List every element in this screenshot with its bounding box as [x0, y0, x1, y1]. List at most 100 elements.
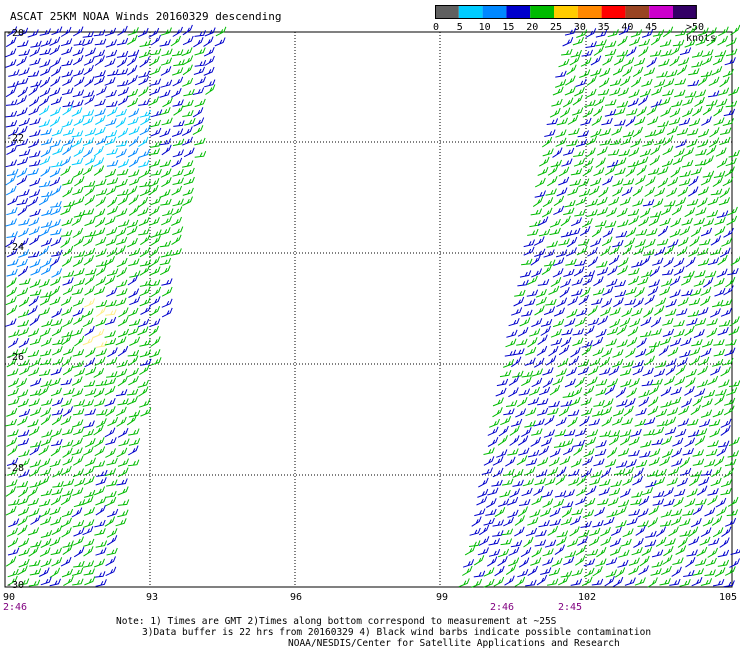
wind-barb [717, 87, 730, 96]
wind-barb [83, 538, 95, 547]
wind-barb [653, 368, 666, 377]
wind-barb [582, 108, 594, 118]
wind-barb [710, 188, 723, 196]
wind-barb [522, 478, 534, 487]
wind-barb [7, 547, 20, 556]
wind-barb [571, 217, 582, 227]
wind-barb [525, 579, 537, 587]
wind-barb [588, 185, 600, 196]
wind-barb [105, 309, 117, 316]
wind-barb [610, 479, 622, 488]
wind-barb [719, 537, 730, 548]
wind-barb [641, 78, 653, 87]
wind-barb [63, 346, 75, 356]
wind-barb [604, 576, 615, 587]
wind-barb [519, 317, 531, 327]
wind-barb [711, 299, 724, 308]
wind-barb [654, 79, 666, 88]
wind-barb [127, 349, 140, 357]
wind-barb [49, 506, 61, 516]
wind-barb [686, 488, 698, 498]
wind-barb [660, 205, 672, 216]
wind-barb [29, 117, 41, 126]
wind-barb [645, 480, 657, 488]
wind-barb [547, 165, 559, 176]
wind-barb [51, 326, 63, 337]
wind-barb [172, 168, 184, 177]
wind-barb [83, 507, 95, 516]
wind-barb [592, 347, 604, 357]
wind-barb [492, 397, 504, 407]
wind-barb [115, 227, 127, 237]
wind-barb [148, 217, 160, 226]
wind-barb [643, 249, 655, 256]
wind-barb [571, 387, 583, 397]
wind-barb [578, 529, 590, 538]
wind-barb [536, 345, 548, 356]
wind-barb [139, 349, 152, 358]
wind-barb [567, 538, 579, 548]
wind-barb [706, 145, 717, 156]
wind-barb [49, 116, 61, 127]
wind-barb [642, 199, 655, 207]
wind-barb [563, 489, 575, 498]
wind-barb [689, 236, 700, 247]
wind-barb [558, 176, 570, 186]
wind-barb [580, 520, 592, 528]
wind-barb [609, 78, 622, 87]
wind-barb [116, 57, 128, 68]
wind-barb [7, 368, 19, 377]
wind-barb [671, 99, 683, 108]
wind-barb [5, 506, 17, 516]
wind-barb [29, 445, 40, 456]
wind-barb [72, 487, 84, 496]
wind-barb [7, 527, 18, 537]
wind-barb [62, 187, 73, 198]
wind-barb [560, 278, 572, 288]
wind-barb [73, 278, 86, 287]
wind-barb [148, 246, 160, 258]
wind-barb [148, 279, 161, 287]
wind-barb [558, 344, 570, 356]
wind-barb [41, 190, 53, 198]
wind-barb [713, 349, 725, 357]
wind-barb [549, 107, 561, 118]
wind-barb [93, 460, 106, 468]
wind-barb [530, 208, 543, 216]
wind-barb [60, 378, 73, 386]
wind-barb [577, 536, 589, 546]
wind-barb [127, 34, 138, 46]
wind-barb [150, 235, 161, 246]
wind-barb [8, 498, 20, 506]
wind-barb [590, 68, 602, 77]
wind-barb [127, 275, 138, 286]
wind-barb [686, 549, 698, 557]
wind-barb [492, 456, 504, 466]
wind-barb [581, 468, 593, 478]
wind-barb [574, 377, 585, 388]
wind-barb [630, 76, 642, 88]
wind-barb [18, 338, 30, 348]
wind-barb [74, 76, 85, 87]
wind-barb [104, 77, 116, 86]
wind-barb [29, 480, 42, 488]
wind-barb [116, 37, 129, 46]
wind-barb [640, 316, 652, 327]
lat-label: -28 [6, 463, 25, 474]
wind-barb [105, 118, 117, 127]
wind-barb [162, 97, 173, 108]
wind-barb [702, 170, 715, 178]
wind-barb [663, 257, 674, 268]
wind-barb [105, 39, 117, 48]
wind-barb [712, 408, 724, 418]
wind-barb [548, 285, 560, 295]
wind-barb [85, 268, 97, 276]
wind-barb [116, 478, 128, 486]
wind-barb [692, 395, 703, 407]
wind-barb [104, 338, 117, 346]
wind-barb [149, 256, 161, 267]
wind-barb [716, 446, 728, 457]
wind-barb [118, 159, 130, 168]
wind-barb [128, 126, 140, 136]
wind-barb [60, 296, 72, 306]
